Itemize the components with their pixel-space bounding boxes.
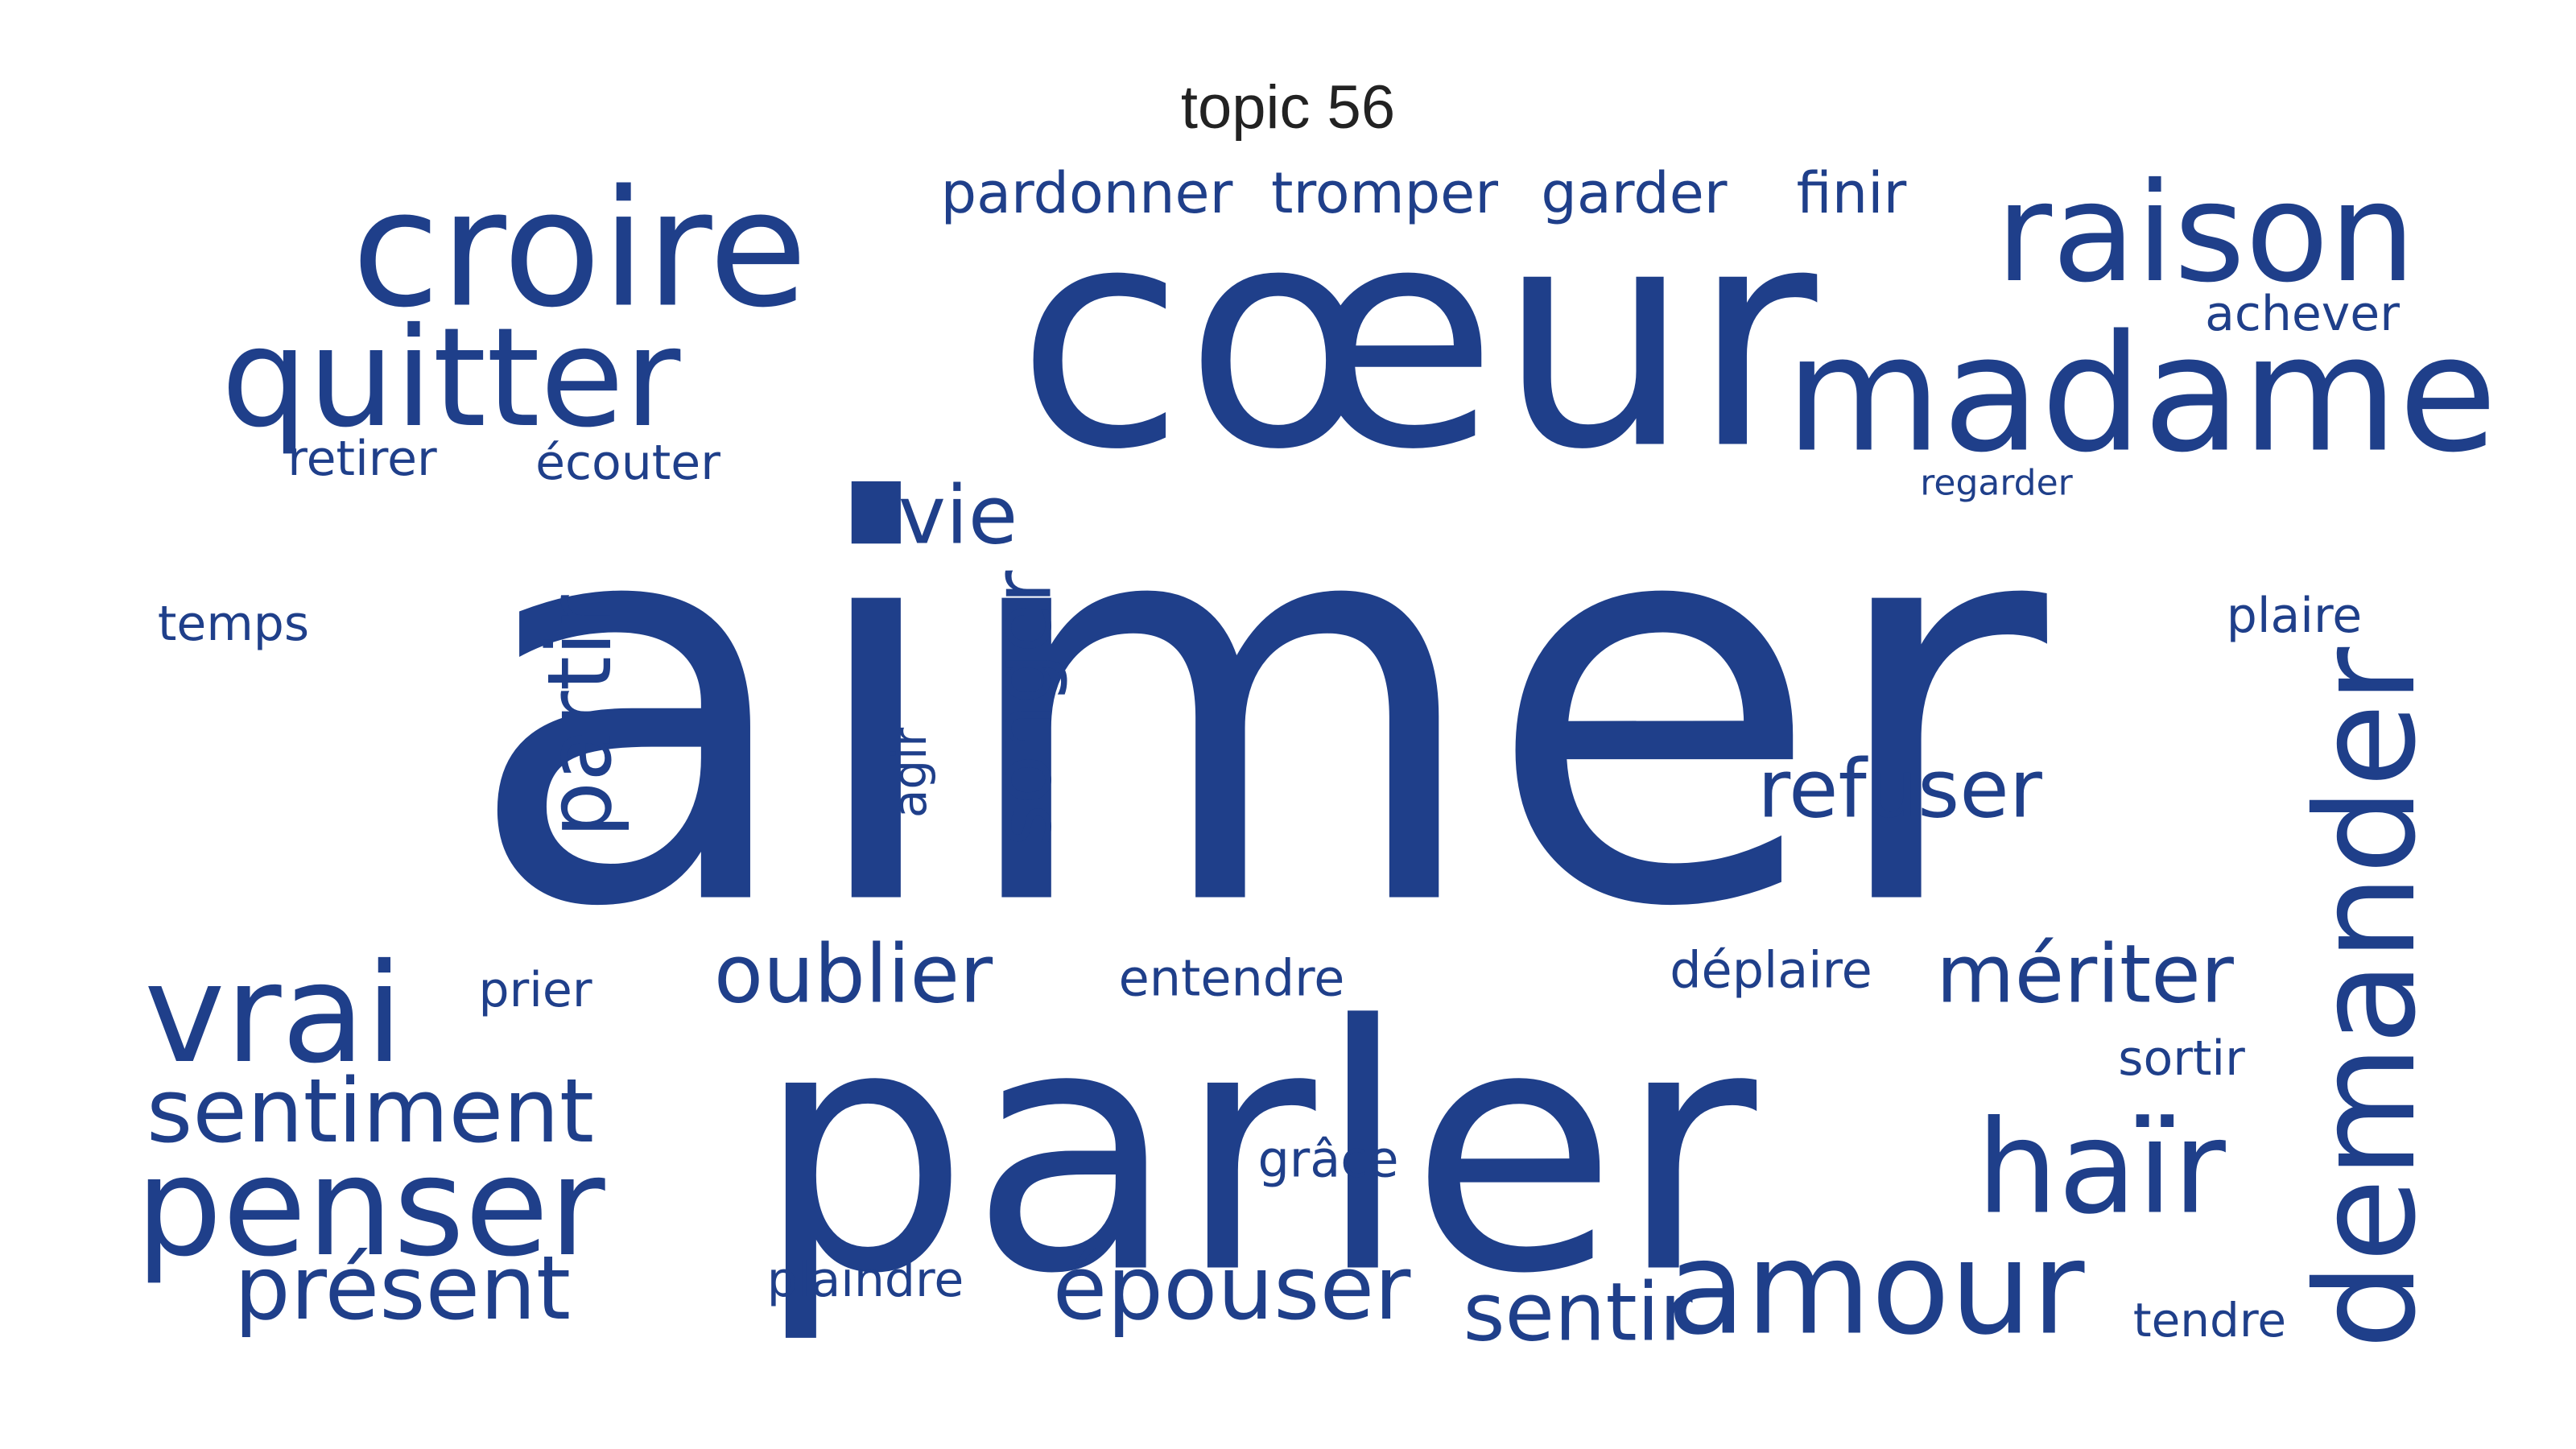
word-33: agir: [882, 728, 937, 818]
word-26: finir: [1797, 160, 1907, 226]
word-30: regarder: [1920, 463, 2073, 504]
word-8: vrai: [144, 935, 403, 1094]
word-21: songer: [976, 570, 1070, 847]
word-34: prier: [478, 962, 592, 1018]
word-40: tendre: [2133, 1293, 2286, 1348]
word-3: cœur: [1017, 160, 1821, 517]
word-29: écouter: [535, 435, 720, 491]
word-39: plaindre: [767, 1252, 964, 1308]
word-20: partir: [528, 595, 631, 838]
word-9: penser: [135, 1128, 605, 1287]
word-23: pardonner: [941, 160, 1233, 226]
word-7: quitter: [221, 299, 681, 458]
word-27: achever: [2205, 286, 2400, 342]
word-12: demander: [2287, 647, 2446, 1350]
word-15: épouser: [1053, 1236, 1412, 1340]
word-14: présent: [234, 1236, 571, 1340]
word-10: amour: [1667, 1213, 2085, 1364]
word-31: temps: [158, 596, 309, 652]
word-1: aimer: [464, 390, 2053, 1027]
word-17: refuser: [1757, 742, 2043, 836]
word-28: retirer: [287, 431, 437, 487]
word-37: sortir: [2118, 1030, 2245, 1087]
word-5: raison: [1996, 154, 2416, 313]
word-25: garder: [1541, 160, 1727, 226]
word-22: vie: [898, 469, 1018, 563]
word-13: sentiment: [147, 1059, 594, 1162]
word-6: madame: [1785, 301, 2498, 489]
word-36: déplaire: [1670, 941, 1872, 1000]
word-11: haïr: [1976, 1092, 2226, 1243]
chart-title: topic 56: [1180, 73, 1396, 142]
word-32: plaire: [2227, 588, 2362, 644]
word-24: tromper: [1271, 160, 1498, 226]
word-2: parler: [755, 955, 1761, 1348]
word-38: grâce: [1257, 1130, 1398, 1189]
word-4: croire: [352, 156, 808, 344]
word-18: mériter: [1936, 927, 2235, 1022]
word-16: oublier: [714, 927, 993, 1022]
word-35: entendre: [1119, 949, 1345, 1008]
word-19: sentir: [1463, 1265, 1693, 1360]
